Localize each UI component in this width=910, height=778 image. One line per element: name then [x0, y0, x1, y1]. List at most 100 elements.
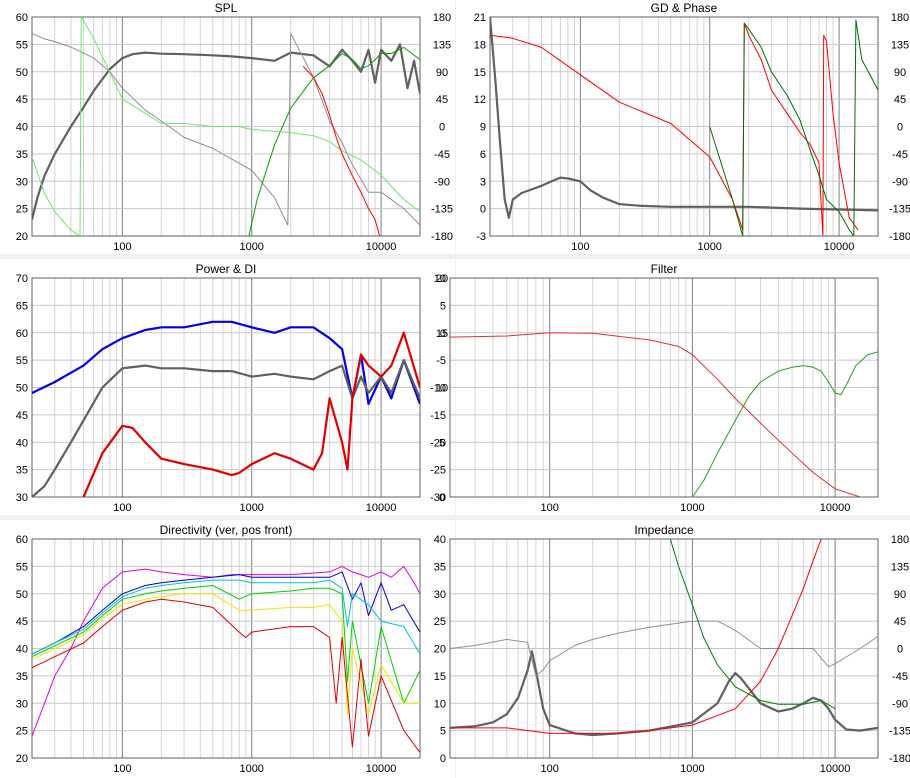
y-tick-label: 65	[16, 300, 28, 312]
y-tick-label: 25	[434, 616, 446, 628]
x-tick-label: 1000	[680, 763, 704, 775]
y-tick-label: 40	[16, 122, 28, 134]
series-line-2	[490, 22, 859, 236]
y-tick-label: 20	[434, 644, 446, 656]
x-tick-label: 10000	[366, 763, 397, 775]
y-tick-label: 15	[434, 671, 446, 683]
y2-tick-label: 0	[897, 122, 903, 134]
x-tick-label: 10000	[824, 241, 855, 253]
y-tick-label: 25	[16, 204, 28, 216]
y-tick-label: -5	[436, 355, 446, 367]
y-tick-label: 35	[16, 465, 28, 477]
y-tick-label: 40	[16, 644, 28, 656]
chart-spl: SPL 100 1000 10000 60 55 50 45 40 35 30 25 20 180 135 9…	[0, 0, 455, 254]
y-tick-label: 20	[16, 753, 28, 765]
series-group	[490, 17, 878, 236]
chart-title: Directivity (ver, pos front)	[160, 523, 293, 537]
x-tick-label: 10000	[366, 241, 397, 253]
plot-frame	[489, 16, 879, 237]
x-tick-label: 100	[541, 502, 559, 514]
y-tick-label: -20	[430, 437, 446, 449]
y-tick-label: 10	[434, 698, 446, 710]
y-tick-label: 50	[16, 589, 28, 601]
series-line-5	[302, 65, 381, 236]
y-tick-label: 55	[16, 561, 28, 573]
series-line-3	[82, 331, 420, 497]
y2-tick-label: 135	[891, 561, 909, 573]
y-tick-label: -3	[476, 231, 486, 243]
chart-title: SPL	[215, 1, 238, 15]
y-tick-label: 30	[16, 176, 28, 188]
y-tick-label: 30	[16, 492, 28, 504]
y2-tick-label: 0	[897, 644, 903, 656]
chart-title: Power & DI	[196, 262, 257, 276]
y-tick-label: 35	[434, 561, 446, 573]
x-tick-label: 100	[113, 502, 131, 514]
y2-tick-label: 45	[436, 94, 448, 106]
series-line-3	[248, 46, 420, 236]
y2-tick-label: 0	[439, 122, 445, 134]
x-tick-label: 10000	[820, 763, 851, 775]
y-tick-label: 0	[480, 204, 486, 216]
y-tick-label: 12	[474, 94, 486, 106]
y-tick-label: 5	[440, 300, 446, 312]
y-tick-label: 50	[16, 67, 28, 79]
x-tick-label: 100	[113, 763, 131, 775]
series-line-2	[691, 351, 878, 497]
y-tick-label: 9	[480, 122, 486, 134]
y2-tick-label: 20	[436, 273, 448, 285]
y-tick-label: 45	[16, 94, 28, 106]
y-tick-label: 55	[16, 355, 28, 367]
y-tick-label: 70	[16, 273, 28, 285]
series-line-2	[32, 359, 420, 497]
y-tick-label: 45	[16, 616, 28, 628]
y-tick-label: 0	[440, 328, 446, 340]
x-tick-label: 1000	[239, 763, 263, 775]
chart-title: GD & Phase	[651, 1, 718, 15]
y-tick-label: -30	[430, 492, 446, 504]
series-line-1	[490, 17, 878, 219]
x-tick-label: 10000	[366, 502, 397, 514]
y2-tick-label: -135	[889, 204, 910, 216]
y-tick-label: 35	[16, 149, 28, 161]
plot-frame	[31, 16, 421, 237]
series-line-2	[450, 620, 878, 677]
y2-tick-label: -45	[892, 671, 908, 683]
series-line-1	[32, 43, 420, 220]
y-tick-label: -25	[430, 465, 446, 477]
y-tick-label: 5	[440, 726, 446, 738]
y-tick-label: 40	[16, 437, 28, 449]
chart-title: Filter	[651, 262, 678, 276]
y-tick-label: 18	[474, 39, 486, 51]
y-tick-label: -15	[430, 410, 446, 422]
y2-tick-label: -45	[892, 149, 908, 161]
y-tick-label: 20	[16, 231, 28, 243]
series-line-3	[709, 19, 878, 236]
plot-frame	[31, 538, 421, 759]
y-tick-label: 15	[474, 67, 486, 79]
y-tick-label: 30	[434, 589, 446, 601]
y2-tick-label: 90	[894, 589, 906, 601]
y-tick-label: 45	[16, 410, 28, 422]
series-group	[450, 332, 878, 497]
x-tick-label: 100	[113, 241, 131, 253]
y-tick-label: 60	[16, 534, 28, 546]
y2-tick-label: -90	[892, 176, 908, 188]
y-tick-label: 40	[434, 534, 446, 546]
y2-tick-label: 45	[894, 94, 906, 106]
series-line-1	[32, 320, 420, 405]
chart-directivity: Directivity (ver, pos front) 100 1000 10000…	[0, 520, 455, 778]
y-tick-label: 60	[16, 12, 28, 24]
y2-tick-label: -135	[889, 726, 910, 738]
series-group	[32, 320, 420, 497]
y-tick-label: 60	[16, 328, 28, 340]
y-tick-label: 50	[16, 383, 28, 395]
x-tick-label: 100	[571, 241, 589, 253]
chart-title: Impedance	[634, 523, 694, 537]
series-line-4	[669, 539, 836, 710]
y2-tick-label: -45	[434, 149, 450, 161]
series-line-1	[450, 650, 878, 737]
